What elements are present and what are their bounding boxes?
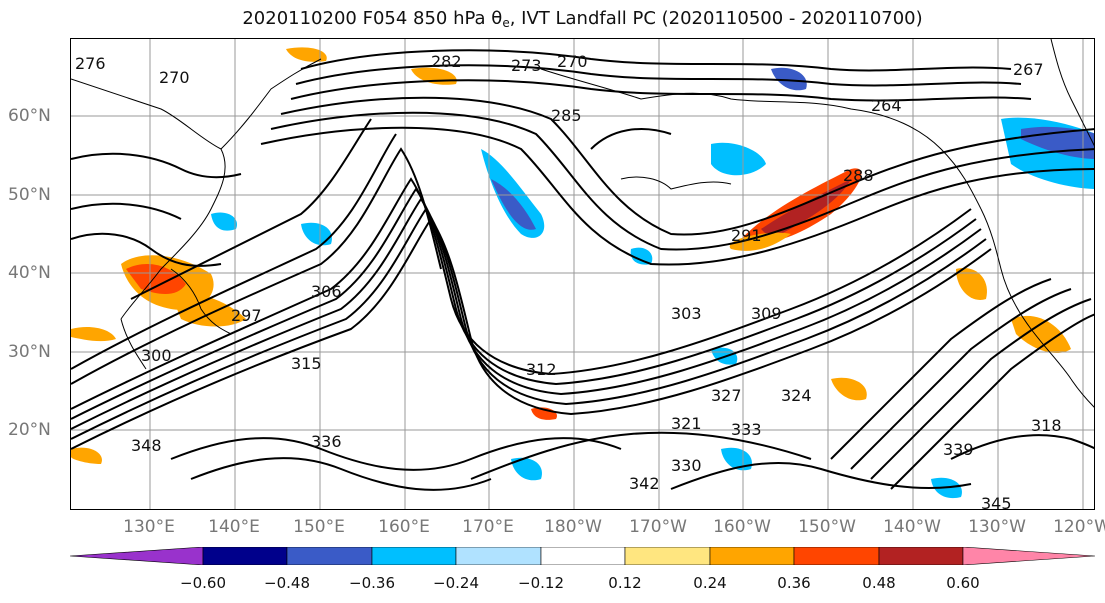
colorbar-segment [202, 547, 288, 565]
lon-label: 130°W [968, 517, 1026, 537]
contour-label: 324 [781, 386, 812, 405]
gridlines [71, 39, 1094, 509]
colorbar-tick-label: −0.36 [349, 574, 395, 592]
colorbar [70, 547, 1095, 565]
contour-label: 282 [431, 52, 462, 71]
colorbar-tick-label: 0.48 [862, 574, 896, 592]
colorbar-segment [962, 547, 1095, 565]
lon-label: 170°W [629, 517, 687, 537]
contour-label: 348 [131, 436, 162, 455]
contour-label: 309 [751, 304, 782, 323]
colorbar-tick-label: 0.24 [693, 574, 727, 592]
contour-label: 312 [526, 360, 557, 379]
lon-label: 140°E [208, 517, 260, 537]
contour-label: 330 [671, 456, 702, 475]
contour-label: 315 [291, 354, 322, 373]
contour-label: 321 [671, 414, 702, 433]
contour-label: 336 [311, 432, 342, 451]
colorbar-tick-label: −0.24 [433, 574, 479, 592]
lon-label: 170°E [462, 517, 514, 537]
contour-label: 273 [511, 56, 542, 75]
map-canvas: 276 270 282 273 270 267 264 285 288 291 … [71, 39, 1094, 510]
colorbar-segment [793, 547, 880, 565]
colorbar-segment [371, 547, 457, 565]
map-panel: 276 270 282 273 270 267 264 285 288 291 … [70, 38, 1095, 510]
lat-label-30n: 30°N [8, 342, 51, 362]
lat-label-40n: 40°N [8, 263, 51, 283]
contour-label: 306 [311, 282, 342, 301]
contour-label: 291 [731, 226, 762, 245]
colorbar-tick-label: 0.12 [608, 574, 642, 592]
colorbar-segment [540, 547, 626, 565]
colorbar-tick-label: −0.48 [264, 574, 310, 592]
lon-label: 130°E [123, 517, 175, 537]
colorbar-segment [624, 547, 711, 565]
colorbar-tick-label: 0.60 [946, 574, 980, 592]
lon-label: 180°W [544, 517, 602, 537]
contour-label: 267 [1013, 60, 1044, 79]
lon-label: 160°W [713, 517, 771, 537]
lon-label: 150°W [798, 517, 856, 537]
contour-label: 303 [671, 304, 702, 323]
lon-label: 150°E [293, 517, 345, 537]
colorbar-tick-label: −0.12 [518, 574, 564, 592]
contour-label: 339 [943, 440, 974, 459]
lon-label: 120°W [1053, 517, 1105, 537]
lon-label: 160°E [378, 517, 430, 537]
contour-label: 318 [1031, 416, 1062, 435]
colorbar-segment [455, 547, 542, 565]
contour-lines [71, 49, 1094, 491]
lat-label-20n: 20°N [8, 420, 51, 440]
contour-label-layer: 276 270 282 273 270 267 264 285 288 291 … [75, 52, 1062, 510]
colorbar-tick-label: −0.60 [180, 574, 226, 592]
contour-label: 345 [981, 494, 1012, 510]
contour-label: 270 [557, 52, 588, 71]
contour-label: 285 [551, 106, 582, 125]
contour-label: 333 [731, 420, 762, 439]
lat-label-60n: 60°N [8, 106, 51, 126]
colorbar-segment [709, 547, 795, 565]
lat-label-50n: 50°N [8, 185, 51, 205]
contour-label: 276 [75, 54, 106, 73]
contour-label: 342 [629, 474, 660, 493]
contour-label: 327 [711, 386, 742, 405]
lon-label: 140°W [883, 517, 941, 537]
map-title: 2020110200 F054 850 hPa θe, IVT Landfall… [242, 8, 923, 30]
colorbar-segment [878, 547, 964, 565]
contour-label: 300 [141, 346, 172, 365]
colorbar-segment [70, 547, 204, 565]
contour-label: 264 [871, 96, 902, 115]
colorbar-tick-label: 0.36 [777, 574, 811, 592]
colorbar-segment [286, 547, 373, 565]
contour-label: 288 [843, 166, 874, 185]
contour-label: 270 [159, 68, 190, 87]
contour-label: 297 [231, 306, 262, 325]
